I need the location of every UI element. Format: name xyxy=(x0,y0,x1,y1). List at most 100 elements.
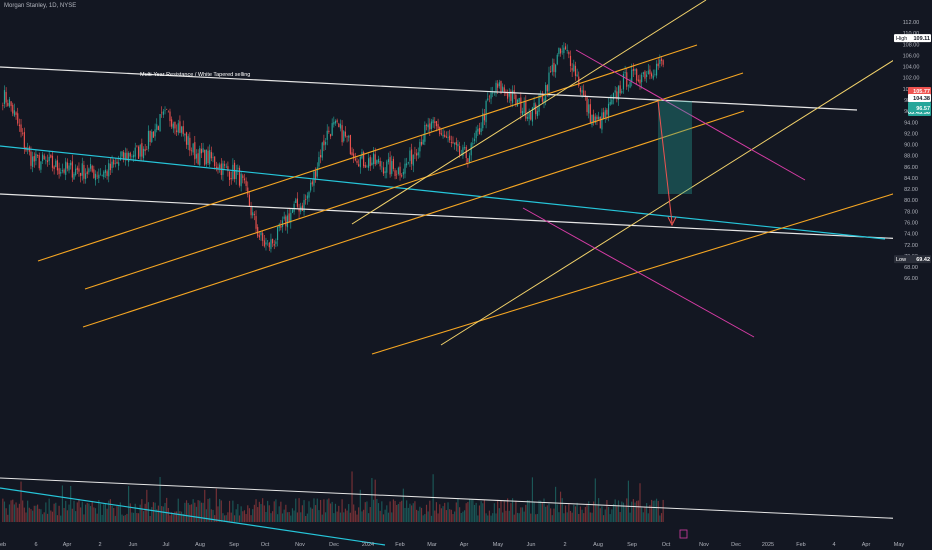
volume-bar xyxy=(392,499,394,522)
volume-bar xyxy=(144,503,146,522)
candle-body xyxy=(232,164,234,180)
volume-bar xyxy=(283,509,285,522)
candle-body xyxy=(182,126,184,135)
candle-body xyxy=(402,171,404,175)
candle-body xyxy=(556,54,558,65)
candle-body xyxy=(172,123,174,129)
volume-bar xyxy=(581,509,583,522)
candle-body xyxy=(631,69,633,83)
candle-body xyxy=(240,173,242,187)
volume-bar xyxy=(227,512,229,522)
candle-body xyxy=(162,111,164,115)
candle-body xyxy=(53,166,55,170)
volume-bar xyxy=(247,505,249,522)
volume-bar xyxy=(576,502,578,522)
candle-body xyxy=(555,64,557,73)
volume-bar xyxy=(228,500,231,522)
price-axis[interactable]: 112.00110.00108.00106.00104.00102.00100.… xyxy=(893,0,932,550)
volume-bar xyxy=(187,502,189,522)
x-tick-label: Nov xyxy=(295,542,305,548)
candle-body xyxy=(523,101,525,114)
volume-bar xyxy=(402,488,404,522)
volume-bar xyxy=(654,500,656,522)
candle-body xyxy=(83,165,85,179)
volume-bar xyxy=(13,504,15,522)
volume-bar xyxy=(323,499,325,522)
volume-bar xyxy=(224,515,226,522)
candle-body xyxy=(58,168,60,175)
candle-body xyxy=(43,155,45,160)
volume-bar xyxy=(60,515,62,522)
candle-body xyxy=(318,157,320,167)
volume-bar xyxy=(136,513,138,522)
candle-body xyxy=(434,121,436,123)
candle-body xyxy=(545,85,547,101)
candle-body xyxy=(142,148,145,159)
candle-body xyxy=(219,164,221,169)
candle-body xyxy=(612,92,615,100)
candle-body xyxy=(23,132,25,149)
candle-body xyxy=(604,110,606,118)
volume-bar xyxy=(655,498,658,522)
candle-body xyxy=(510,91,512,101)
volume-bar xyxy=(561,498,563,522)
volume-bar xyxy=(128,486,130,522)
candle-body xyxy=(538,95,540,112)
candle-body xyxy=(627,85,629,87)
volume-bar xyxy=(649,504,651,522)
volume-bar xyxy=(584,506,586,522)
volume-bar xyxy=(530,513,532,522)
volume-bar xyxy=(478,505,481,522)
time-axis[interactable]: eb 6 Apr 2 Jun Jul Aug Sep Oct Nov Dec 2024 Feb Mar Ap… xyxy=(0,542,904,548)
annotation-text[interactable]: Multi-Year Resistance / White Tapered se… xyxy=(140,72,250,78)
candle-body xyxy=(442,134,444,137)
volume-bar xyxy=(508,510,510,522)
candle-body xyxy=(624,72,626,74)
volume-bar xyxy=(520,507,522,522)
volume-bar xyxy=(353,504,355,522)
candle-body xyxy=(13,110,15,116)
x-tick-label: Oct xyxy=(261,542,270,548)
volume-bar xyxy=(222,513,224,522)
candle-body xyxy=(272,238,274,244)
candle-body xyxy=(401,175,403,177)
candle-body xyxy=(124,152,126,161)
candle-body xyxy=(424,124,426,142)
candle-body xyxy=(338,123,340,128)
volume-bar xyxy=(366,501,368,522)
candle-body xyxy=(415,153,418,156)
volume-bar xyxy=(531,477,534,522)
volume-bar xyxy=(28,507,30,522)
candle-body xyxy=(583,90,585,96)
candle-body xyxy=(152,131,155,138)
candle-body xyxy=(351,152,353,156)
volume-bar xyxy=(46,513,49,522)
candle-body xyxy=(614,90,616,93)
candle-body xyxy=(320,155,322,158)
volume-bar xyxy=(596,505,598,522)
volume-bar xyxy=(634,502,636,522)
volume-bar xyxy=(245,514,247,522)
volume-bar xyxy=(255,499,257,522)
volume-bar xyxy=(528,500,530,522)
volume-bar xyxy=(336,511,338,522)
volume-bar xyxy=(104,503,107,522)
volume-bar xyxy=(477,515,479,522)
candle-body xyxy=(622,74,625,90)
volume-bar xyxy=(523,511,525,522)
volume-bar xyxy=(437,513,439,522)
price-label-value: 105.77 xyxy=(913,89,930,95)
volume-bar xyxy=(627,480,629,522)
candle-body xyxy=(440,133,442,135)
candle-body xyxy=(283,216,285,219)
candle-body xyxy=(5,92,7,103)
candle-body xyxy=(369,156,371,167)
volume-bar xyxy=(220,500,222,522)
candle-body xyxy=(586,97,588,113)
x-tick-label: Aug xyxy=(195,542,205,548)
candle-body xyxy=(278,224,280,228)
candle-body xyxy=(528,112,530,119)
volume-bar xyxy=(407,507,409,522)
